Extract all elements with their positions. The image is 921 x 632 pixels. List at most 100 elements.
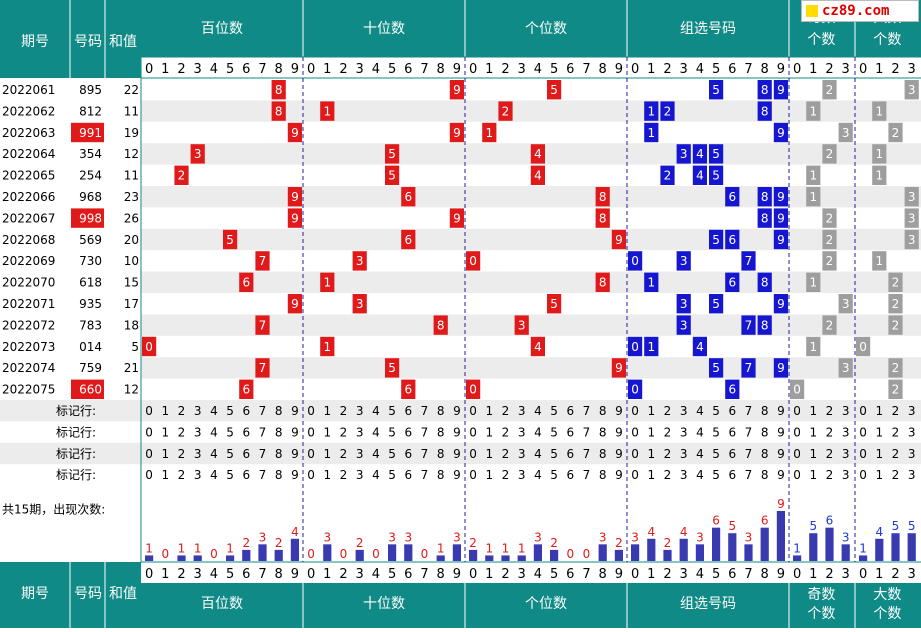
marker-row-digit: 3 [356, 447, 364, 461]
sum-cell: 15 [124, 276, 139, 290]
marker-row-digit: 5 [388, 404, 396, 418]
ball-marker [255, 315, 270, 335]
marker-row-digit: 6 [242, 447, 250, 461]
digit-header: 7 [258, 62, 266, 77]
count-label: 3 [631, 530, 639, 544]
count-label: 3 [696, 530, 704, 544]
digit-header: 7 [420, 62, 428, 77]
count-bar [323, 544, 332, 561]
digit-header: 0 [793, 62, 801, 77]
ball-marker [904, 80, 919, 100]
marker-row-digit: 0 [859, 447, 867, 461]
marker-row-digit: 0 [307, 447, 315, 461]
count-label: 1 [437, 541, 445, 555]
count-bar [355, 549, 364, 561]
ball-digit: 6 [404, 383, 412, 397]
ball-marker [888, 294, 903, 314]
marker-row-digit: 1 [323, 425, 331, 439]
ball-digit: 9 [453, 126, 461, 140]
ball-digit: 1 [809, 276, 817, 290]
marker-row-digit: 3 [908, 404, 916, 418]
count-bar [744, 544, 753, 561]
footer-digit: 6 [728, 567, 736, 582]
ball-marker [773, 187, 788, 207]
digit-header: 0 [469, 62, 477, 77]
ball-digit: 8 [275, 83, 283, 97]
marker-row-digit: 0 [631, 425, 639, 439]
ball-marker [239, 272, 254, 292]
sum-cell: 12 [124, 383, 139, 397]
ball-digit: 2 [826, 147, 834, 161]
marker-row-digit: 4 [210, 447, 218, 461]
footer-digit: 3 [680, 567, 688, 582]
count-bar [290, 538, 299, 561]
digit-header: 0 [859, 62, 867, 77]
count-bar [614, 549, 623, 561]
marker-row-digit: 7 [583, 425, 591, 439]
site-logo: cz89.com [801, 0, 919, 22]
count-label: 1 [145, 541, 153, 555]
count-label: 3 [599, 530, 607, 544]
marker-row-digit: 8 [761, 447, 769, 461]
count-label: 0 [583, 547, 591, 561]
marker-row-digit: 3 [194, 468, 202, 482]
marker-row-digit: 4 [210, 468, 218, 482]
marker-row-label: 标记行: [56, 425, 96, 439]
ball-marker [773, 294, 788, 314]
ball-marker [530, 165, 545, 185]
marker-row-digit: 0 [859, 468, 867, 482]
marker-row-digit: 8 [275, 404, 283, 418]
count-bar [760, 527, 769, 561]
marker-row-digit: 3 [518, 404, 526, 418]
marker-row-digit: 2 [502, 425, 510, 439]
count-bar [485, 555, 494, 561]
marker-row-digit: 1 [161, 447, 169, 461]
ball-marker [239, 379, 254, 399]
ball-marker [644, 336, 659, 357]
marker-row-digit: 1 [323, 404, 331, 418]
marker-row-digit: 6 [728, 404, 736, 418]
marker-row-digit: 7 [421, 404, 429, 418]
ball-digit: 6 [728, 383, 736, 397]
ball-digit: 1 [323, 276, 331, 290]
ball-marker [320, 272, 335, 292]
marker-row-digit: 1 [323, 447, 331, 461]
marker-row-digit: 2 [340, 468, 348, 482]
marker-row-digit: 7 [583, 404, 591, 418]
marker-row-digit: 8 [437, 425, 445, 439]
number-cell: 968 [79, 190, 102, 204]
sum-header: 和值 [109, 34, 137, 50]
ball-digit: 2 [892, 361, 900, 375]
marker-row-digit: 1 [485, 425, 493, 439]
ball-digit: 5 [388, 169, 396, 183]
ball-digit: 5 [388, 361, 396, 375]
count-label: 0 [372, 547, 380, 561]
row-stripe [141, 357, 921, 379]
marker-row-digit: 3 [842, 404, 850, 418]
ball-digit: 5 [388, 147, 396, 161]
footer-digit: 5 [226, 567, 234, 582]
period-cell: 2022067 [2, 211, 55, 225]
marker-row-digit: 7 [745, 447, 753, 461]
marker-row-digit: 0 [793, 468, 801, 482]
ball-marker [287, 187, 302, 207]
marker-row-digit: 2 [340, 447, 348, 461]
sum-cell: 21 [124, 361, 139, 375]
marker-row-digit: 2 [178, 425, 186, 439]
ball-marker [822, 229, 837, 250]
count-bar [469, 549, 478, 561]
marker-row-digit: 4 [372, 447, 380, 461]
marker-row-digit: 4 [372, 468, 380, 482]
marker-row-digit: 5 [712, 425, 720, 439]
ball-digit: 1 [647, 104, 655, 118]
ball-digit: 6 [728, 276, 736, 290]
ball-digit: 5 [712, 147, 720, 161]
ball-digit: 1 [875, 104, 883, 118]
marker-row-digit: 3 [680, 425, 688, 439]
ball-digit: 0 [469, 254, 477, 268]
footer-digit: 1 [161, 567, 169, 582]
period-cell: 2022062 [2, 104, 55, 118]
ball-marker [709, 144, 724, 164]
period-cell: 2022073 [2, 340, 55, 354]
marker-row-digit: 4 [534, 468, 542, 482]
